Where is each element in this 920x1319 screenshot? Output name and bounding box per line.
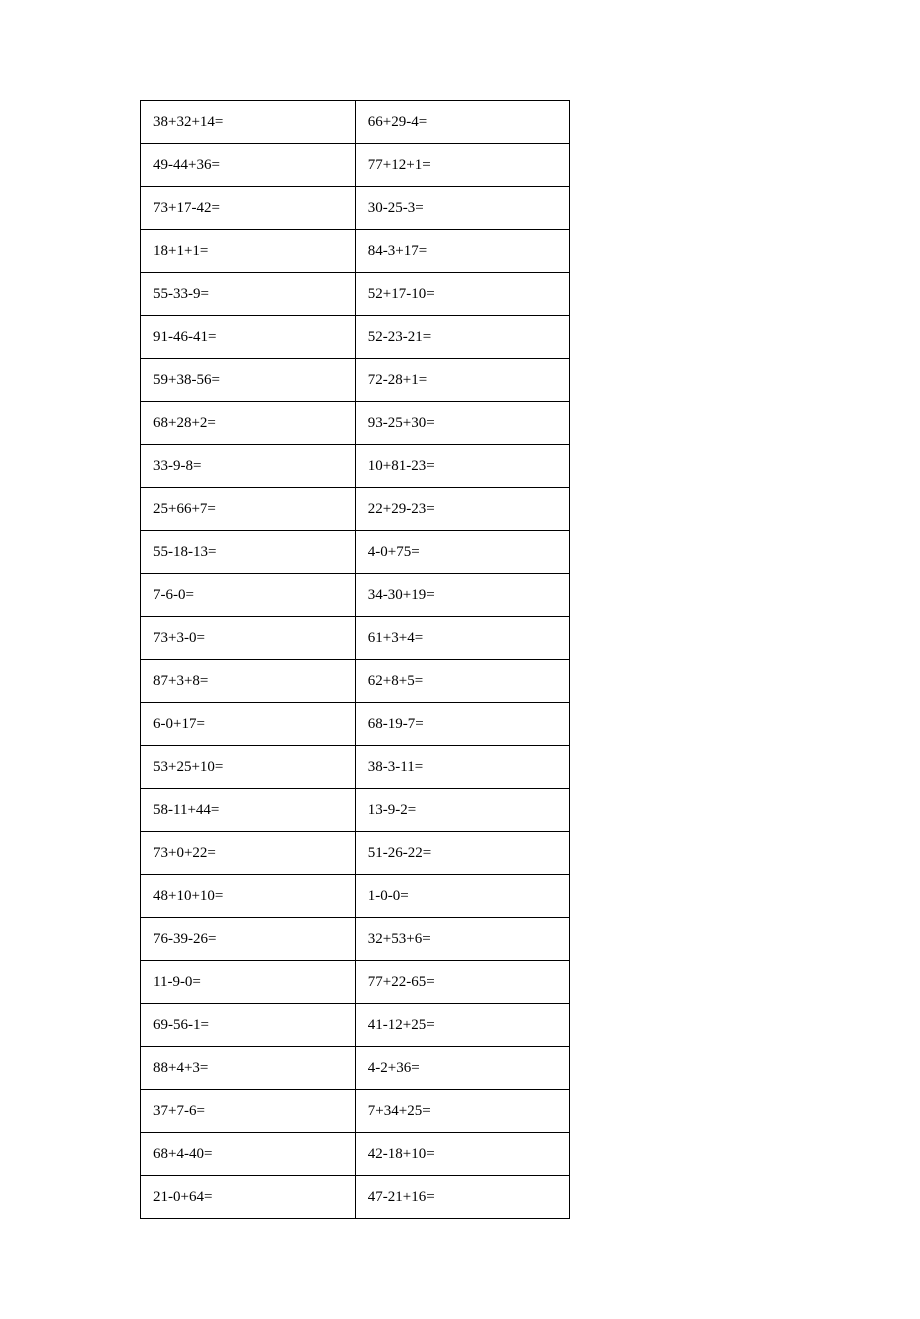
table-row: 73+3-0=61+3+4= — [141, 617, 570, 660]
table-row: 55-33-9=52+17-10= — [141, 273, 570, 316]
table-row: 59+38-56=72-28+1= — [141, 359, 570, 402]
math-problem-cell: 91-46-41= — [141, 316, 356, 359]
math-problem-cell: 11-9-0= — [141, 961, 356, 1004]
math-problem-cell: 73+0+22= — [141, 832, 356, 875]
math-problem-cell: 7-6-0= — [141, 574, 356, 617]
math-problem-cell: 59+38-56= — [141, 359, 356, 402]
math-problem-cell: 10+81-23= — [355, 445, 569, 488]
table-row: 68+4-40=42-18+10= — [141, 1133, 570, 1176]
math-problem-cell: 34-30+19= — [355, 574, 569, 617]
table-row: 76-39-26=32+53+6= — [141, 918, 570, 961]
math-problem-cell: 7+34+25= — [355, 1090, 569, 1133]
math-problem-cell: 38-3-11= — [355, 746, 569, 789]
table-row: 7-6-0=34-30+19= — [141, 574, 570, 617]
math-problem-cell: 58-11+44= — [141, 789, 356, 832]
table-row: 38+32+14=66+29-4= — [141, 101, 570, 144]
table-row: 73+0+22=51-26-22= — [141, 832, 570, 875]
table-row: 37+7-6=7+34+25= — [141, 1090, 570, 1133]
table-row: 55-18-13=4-0+75= — [141, 531, 570, 574]
table-row: 88+4+3=4-2+36= — [141, 1047, 570, 1090]
table-row: 18+1+1=84-3+17= — [141, 230, 570, 273]
math-problem-cell: 37+7-6= — [141, 1090, 356, 1133]
table-row: 49-44+36=77+12+1= — [141, 144, 570, 187]
table-row: 33-9-8=10+81-23= — [141, 445, 570, 488]
math-problem-cell: 72-28+1= — [355, 359, 569, 402]
worksheet-page: 38+32+14=66+29-4=49-44+36=77+12+1=73+17-… — [0, 0, 920, 1319]
math-problem-cell: 1-0-0= — [355, 875, 569, 918]
math-problem-cell: 93-25+30= — [355, 402, 569, 445]
math-problem-cell: 84-3+17= — [355, 230, 569, 273]
math-problem-cell: 68-19-7= — [355, 703, 569, 746]
math-problem-cell: 25+66+7= — [141, 488, 356, 531]
math-problem-cell: 4-0+75= — [355, 531, 569, 574]
math-problem-cell: 4-2+36= — [355, 1047, 569, 1090]
math-problem-cell: 6-0+17= — [141, 703, 356, 746]
math-problem-cell: 42-18+10= — [355, 1133, 569, 1176]
math-problem-cell: 47-21+16= — [355, 1176, 569, 1219]
table-body: 38+32+14=66+29-4=49-44+36=77+12+1=73+17-… — [141, 101, 570, 1219]
math-problem-cell: 77+12+1= — [355, 144, 569, 187]
table-row: 6-0+17=68-19-7= — [141, 703, 570, 746]
math-problem-cell: 41-12+25= — [355, 1004, 569, 1047]
math-problem-cell: 52+17-10= — [355, 273, 569, 316]
math-problem-cell: 55-18-13= — [141, 531, 356, 574]
table-row: 58-11+44=13-9-2= — [141, 789, 570, 832]
math-problem-cell: 49-44+36= — [141, 144, 356, 187]
math-problem-cell: 38+32+14= — [141, 101, 356, 144]
table-row: 68+28+2=93-25+30= — [141, 402, 570, 445]
math-problem-cell: 62+8+5= — [355, 660, 569, 703]
table-row: 25+66+7=22+29-23= — [141, 488, 570, 531]
table-row: 53+25+10=38-3-11= — [141, 746, 570, 789]
math-problem-cell: 68+28+2= — [141, 402, 356, 445]
math-problem-cell: 88+4+3= — [141, 1047, 356, 1090]
math-problem-cell: 18+1+1= — [141, 230, 356, 273]
math-problem-cell: 69-56-1= — [141, 1004, 356, 1047]
table-row: 21-0+64=47-21+16= — [141, 1176, 570, 1219]
math-problem-cell: 21-0+64= — [141, 1176, 356, 1219]
table-row: 73+17-42=30-25-3= — [141, 187, 570, 230]
math-problem-cell: 87+3+8= — [141, 660, 356, 703]
math-problem-cell: 77+22-65= — [355, 961, 569, 1004]
math-problem-cell: 13-9-2= — [355, 789, 569, 832]
math-problem-cell: 55-33-9= — [141, 273, 356, 316]
math-problem-cell: 30-25-3= — [355, 187, 569, 230]
table-row: 69-56-1=41-12+25= — [141, 1004, 570, 1047]
math-problem-cell: 61+3+4= — [355, 617, 569, 660]
math-problem-cell: 52-23-21= — [355, 316, 569, 359]
math-problem-cell: 33-9-8= — [141, 445, 356, 488]
math-problem-cell: 51-26-22= — [355, 832, 569, 875]
math-problem-cell: 68+4-40= — [141, 1133, 356, 1176]
table-row: 48+10+10=1-0-0= — [141, 875, 570, 918]
math-problem-cell: 73+3-0= — [141, 617, 356, 660]
math-problem-cell: 73+17-42= — [141, 187, 356, 230]
math-problems-table: 38+32+14=66+29-4=49-44+36=77+12+1=73+17-… — [140, 100, 570, 1219]
math-problem-cell: 32+53+6= — [355, 918, 569, 961]
math-problem-cell: 76-39-26= — [141, 918, 356, 961]
table-row: 87+3+8=62+8+5= — [141, 660, 570, 703]
math-problem-cell: 22+29-23= — [355, 488, 569, 531]
table-row: 11-9-0=77+22-65= — [141, 961, 570, 1004]
math-problem-cell: 48+10+10= — [141, 875, 356, 918]
table-row: 91-46-41=52-23-21= — [141, 316, 570, 359]
math-problem-cell: 53+25+10= — [141, 746, 356, 789]
math-problem-cell: 66+29-4= — [355, 101, 569, 144]
